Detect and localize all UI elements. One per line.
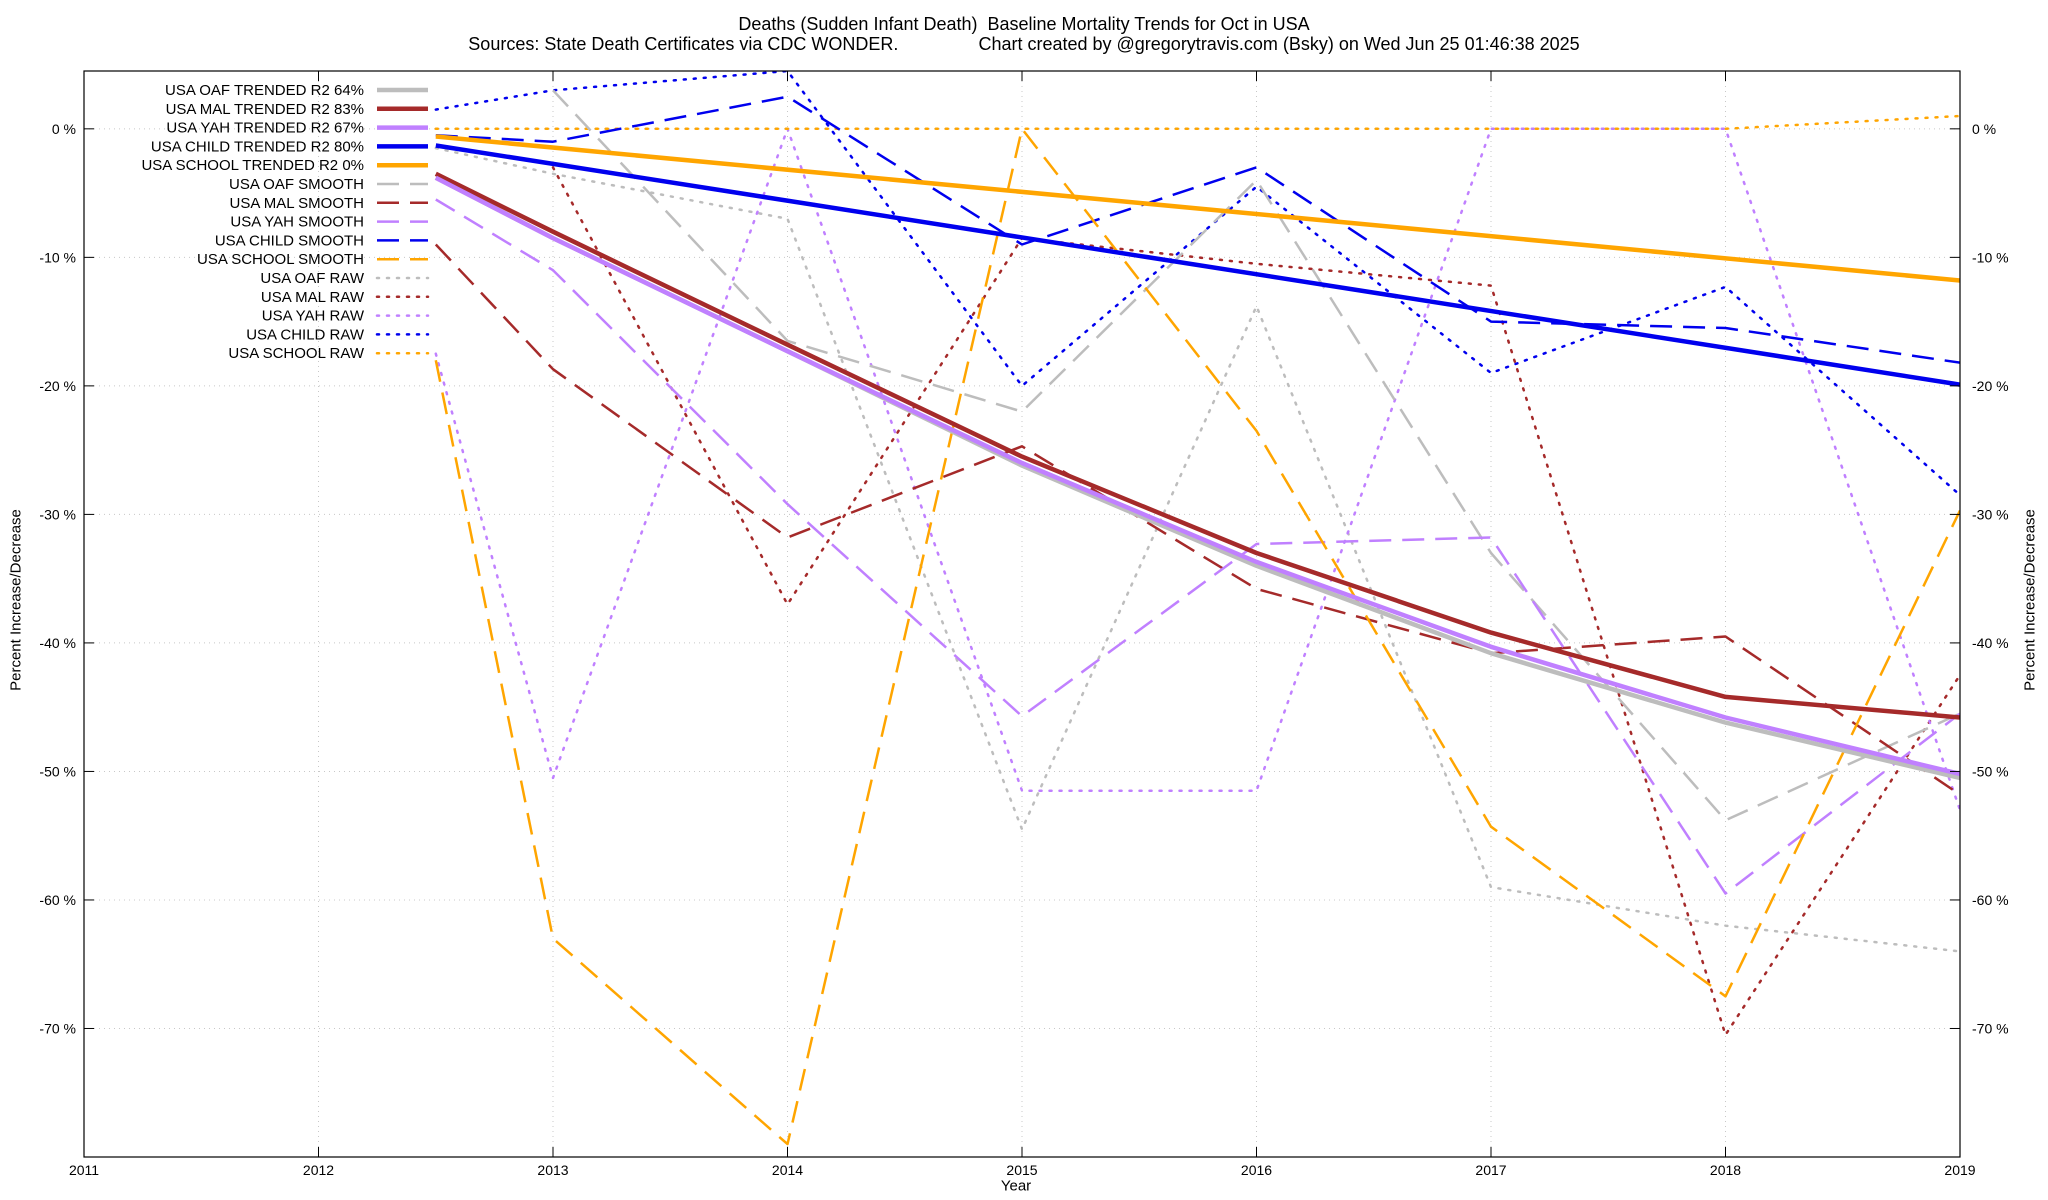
legend-label: USA CHILD SMOOTH <box>215 232 364 249</box>
y-tick-label-left: 0 % <box>52 121 76 137</box>
x-tick-label: 2016 <box>1241 1162 1272 1178</box>
series-line-3 <box>435 143 1960 387</box>
chart-title: Deaths (Sudden Infant Death) Baseline Mo… <box>738 14 1310 34</box>
series-line-5 <box>552 89 1960 822</box>
legend-label: USA SCHOOL RAW <box>228 345 364 362</box>
series-line-8 <box>435 95 1960 364</box>
legend-label: USA OAF SMOOTH <box>229 176 364 193</box>
legend-label: USA OAF TRENDED R2 64% <box>165 82 364 99</box>
series-line-2 <box>434 175 1960 777</box>
legend-label: USA CHILD RAW <box>246 326 365 343</box>
series-line-13 <box>434 71 1960 497</box>
y-tick-label-left: -10 % <box>39 249 76 265</box>
legend-label: USA MAL TRENDED R2 83% <box>166 101 364 118</box>
y-tick-label-left: -30 % <box>39 506 76 522</box>
legend-label: USA MAL RAW <box>261 289 365 306</box>
series-line-7 <box>435 198 1960 895</box>
axis-ticks: 2011 2012 2013 2014 2015 2016 2017 2018 2019 0 % 0… <box>39 71 2009 1178</box>
y-tick-label-right: -40 % <box>1972 635 2009 651</box>
y-tick-label-right: -70 % <box>1972 1020 2009 1036</box>
series-line-6 <box>434 243 1960 796</box>
legend-label: USA YAH TRENDED R2 67% <box>166 120 364 137</box>
x-tick-label: 2015 <box>1006 1162 1037 1178</box>
legend-label: USA OAF RAW <box>260 270 364 287</box>
legend-label: USA CHILD TRENDED R2 80% <box>151 138 364 155</box>
y-tick-label-left: -20 % <box>39 378 76 394</box>
y-tick-label-left: -40 % <box>39 635 76 651</box>
series-line-4 <box>435 134 1960 283</box>
y-tick-label-right: -10 % <box>1972 249 2009 265</box>
y-tick-label-right: -20 % <box>1972 378 2009 394</box>
series-line-0 <box>434 175 1960 781</box>
y-tick-label-left: -70 % <box>39 1020 76 1036</box>
y-tick-label-right: -50 % <box>1972 763 2009 779</box>
y-tick-label-left: -60 % <box>39 892 76 908</box>
legend: USA OAF TRENDED R2 64% USA MAL TRENDED R2… <box>141 82 430 362</box>
chart-subtitle: Sources: State Death Certificates via CD… <box>468 34 1580 54</box>
x-tick-label: 2018 <box>1710 1162 1741 1178</box>
x-tick-label: 2019 <box>1944 1162 1975 1178</box>
series-line-1 <box>434 171 1960 720</box>
series-line-9 <box>434 127 1960 1146</box>
plot-frame <box>83 70 1961 1158</box>
series-line-12 <box>434 127 1960 812</box>
x-tick-label: 2011 <box>69 1162 99 1178</box>
legend-label: USA YAH RAW <box>262 308 365 325</box>
series-line-14 <box>434 114 1960 131</box>
legend-label: USA YAH SMOOTH <box>230 214 364 231</box>
x-tick-label: 2014 <box>772 1162 803 1178</box>
series-lines <box>434 71 1960 1146</box>
x-tick-label: 2012 <box>303 1162 334 1178</box>
y-tick-label-right: -30 % <box>1972 506 2009 522</box>
series-line-10 <box>434 146 1960 953</box>
legend-label: USA SCHOOL SMOOTH <box>197 251 364 268</box>
x-tick-label: 2017 <box>1475 1162 1506 1178</box>
grid <box>84 71 1960 1157</box>
y-tick-label-right: 0 % <box>1972 121 1996 137</box>
y-tick-label-left: -50 % <box>39 763 76 779</box>
x-tick-label: 2013 <box>537 1162 568 1178</box>
x-axis-label: Year <box>1000 1177 1032 1195</box>
y-tick-label-right: -60 % <box>1972 892 2009 908</box>
legend-label: USA MAL SMOOTH <box>230 195 364 212</box>
legend-label: USA SCHOOL TRENDED R2 0% <box>141 157 364 174</box>
